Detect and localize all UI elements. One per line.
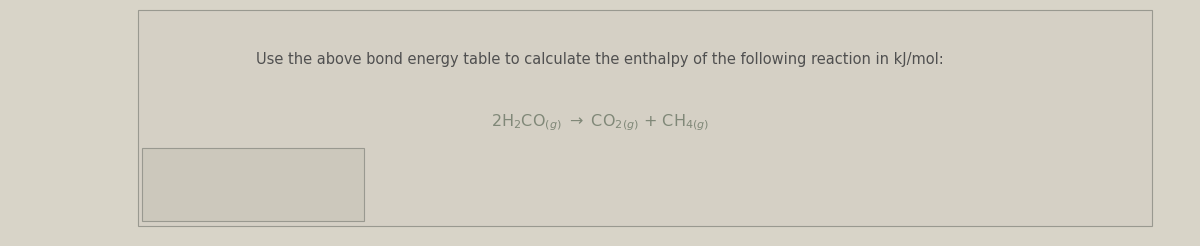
Text: Use the above bond energy table to calculate the enthalpy of the following react: Use the above bond energy table to calcu… [256, 52, 944, 66]
FancyBboxPatch shape [138, 10, 1152, 226]
FancyBboxPatch shape [142, 148, 364, 221]
Text: 2H$_{2}$CO$_{(g)}$ $\rightarrow$ CO$_{2(g)}$ + CH$_{4(g)}$: 2H$_{2}$CO$_{(g)}$ $\rightarrow$ CO$_{2(… [491, 113, 709, 133]
